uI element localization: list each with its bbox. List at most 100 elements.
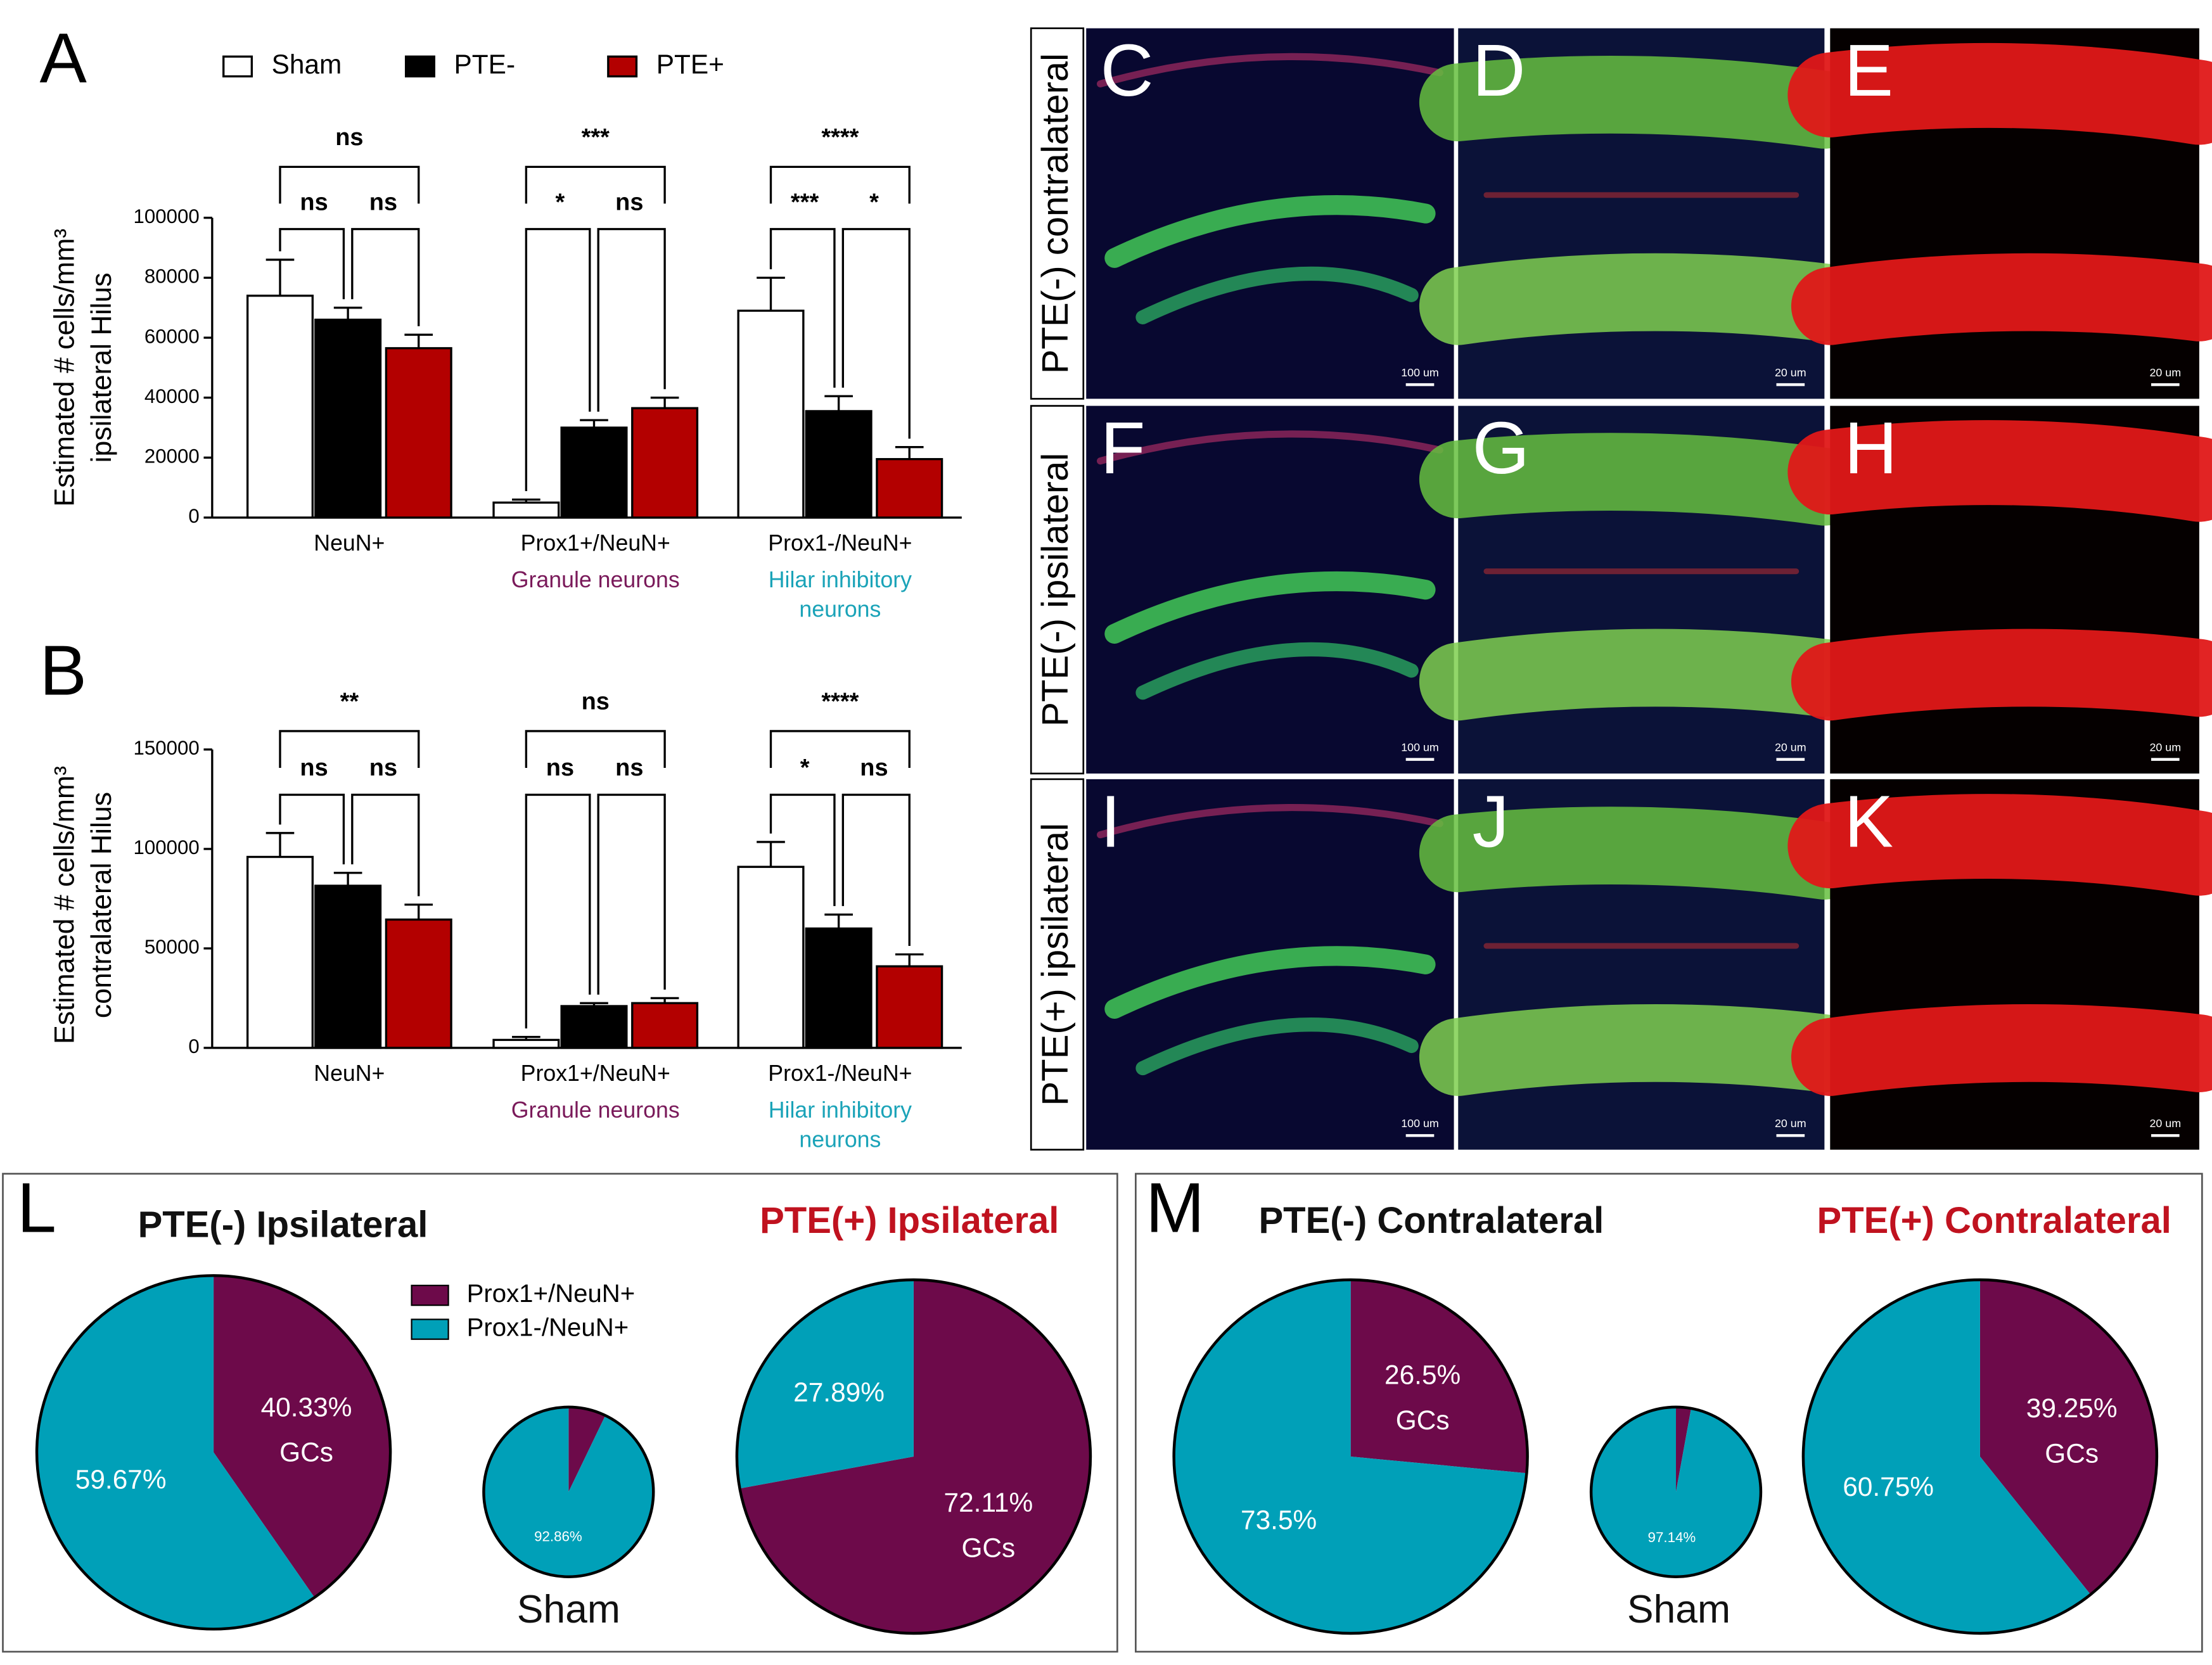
y-tick-label: 20000 — [144, 445, 200, 468]
panel-letter: A — [40, 18, 87, 98]
pie-slice — [483, 1407, 654, 1577]
bar — [560, 1005, 628, 1049]
significance-bracket — [525, 730, 666, 768]
cell-layer — [1419, 628, 1864, 721]
panel-letter: D — [1473, 29, 1526, 112]
panel-letter: G — [1473, 407, 1530, 489]
significance-bracket — [841, 793, 911, 946]
legend-swatch — [404, 55, 435, 78]
x-tick-label: NeuN+ — [314, 1061, 385, 1086]
row-label-box — [1030, 778, 1085, 1151]
cell-layer — [1787, 42, 2212, 145]
pie-slice — [1803, 1279, 2091, 1634]
y-tick-label: 0 — [188, 1035, 199, 1057]
cell-layer — [1096, 430, 1443, 465]
panel-letter: H — [1844, 407, 1898, 489]
scale-label: 100 um — [1401, 1117, 1439, 1130]
scale-label: 20 um — [1775, 741, 1806, 753]
pie-slice — [739, 1279, 1090, 1634]
panel-letter: E — [1844, 29, 1893, 112]
value-label: 27.89% — [793, 1377, 885, 1407]
cell-layer — [1096, 804, 1443, 839]
significance-bracket — [279, 227, 345, 300]
micrograph — [1787, 405, 2212, 774]
cell-layer — [1104, 946, 1436, 1019]
pie-slice — [1173, 1279, 1527, 1634]
y-tick-label: 150000 — [134, 737, 200, 759]
category-note: Granule neurons — [511, 1097, 680, 1123]
pie-title: Sham — [1627, 1587, 1730, 1631]
panel-letter: L — [17, 1168, 56, 1247]
significance-label: ns — [615, 189, 643, 215]
value-label: 59.67% — [75, 1464, 167, 1494]
significance-bracket — [769, 793, 836, 907]
cell-layer — [1791, 628, 2212, 721]
legend-swatch — [222, 55, 253, 78]
cell-layer — [1419, 253, 1864, 345]
micrograph — [1086, 405, 1454, 774]
significance-label: *** — [791, 189, 819, 215]
pie-slice — [1979, 1279, 2157, 1595]
pie-title: PTE(-) Ipsilateral — [138, 1204, 428, 1246]
legend-swatch — [607, 55, 638, 78]
bar — [560, 426, 628, 519]
value-label: 97.14% — [1648, 1529, 1696, 1545]
pie-title: PTE(+) Ipsilateral — [760, 1200, 1059, 1241]
significance-label: ns — [300, 755, 328, 781]
pie-title: PTE(-) Contralateral — [1258, 1200, 1604, 1241]
bar — [385, 918, 452, 1049]
bar — [314, 318, 382, 519]
pie-slice — [568, 1407, 606, 1492]
panel-letter: B — [40, 630, 87, 710]
x-tick-label: Prox1-/NeuN+ — [768, 1061, 912, 1086]
significance-label: **** — [821, 688, 859, 715]
micrograph — [1419, 28, 1864, 399]
significance-bracket — [351, 227, 420, 326]
x-tick-label: Prox1+/NeuN+ — [521, 530, 670, 556]
significance-label: ns — [369, 189, 397, 215]
value-label: 40.33% — [261, 1392, 352, 1422]
scale-label: 100 um — [1401, 366, 1439, 379]
significance-bracket — [279, 165, 420, 204]
pie-outline — [1172, 1278, 1529, 1635]
row-label-box — [1030, 405, 1085, 775]
micrograph — [1419, 779, 1864, 1150]
panel-frame — [1135, 1173, 2203, 1653]
micrograph — [1086, 28, 1454, 399]
value-label: 92.86% — [534, 1529, 582, 1545]
pie-slice — [1350, 1279, 1528, 1474]
cell-layer — [1787, 794, 2212, 896]
cell-layer — [1135, 1018, 1419, 1076]
significance-label: * — [800, 755, 810, 781]
pie-title: Sham — [517, 1587, 620, 1631]
category-note: neurons — [799, 597, 881, 622]
row-label-box — [1030, 27, 1085, 400]
y-axis-label: contralateral Hilus — [86, 792, 117, 1018]
cell-layer — [1787, 420, 2212, 522]
x-tick-label: NeuN+ — [314, 530, 385, 556]
pie-outline — [482, 1405, 655, 1578]
significance-bracket — [279, 793, 345, 865]
micrograph — [1419, 405, 1864, 774]
row-label: PTE(-) ipsilateral — [1035, 453, 1076, 727]
significance-label: ns — [860, 755, 888, 781]
cell-layer — [1104, 571, 1436, 644]
significance-bracket — [351, 793, 420, 896]
cell-layer — [1104, 195, 1436, 268]
row-label: PTE(-) contralateral — [1035, 53, 1076, 374]
category-note: Hilar inhibitory — [769, 567, 912, 592]
y-tick-label: 0 — [188, 505, 199, 527]
micrograph — [1787, 779, 2212, 1150]
panel-frame — [2, 1173, 1118, 1653]
value-label: 73.5% — [1241, 1505, 1317, 1534]
scale-label: 20 um — [2149, 366, 2181, 379]
x-tick-label: Prox1-/NeuN+ — [768, 530, 912, 556]
panel-letter: M — [1146, 1168, 1205, 1247]
slice-note: GCs — [279, 1438, 333, 1467]
y-axis-label: Estimated # cells/mm³ — [49, 229, 80, 507]
significance-label: **** — [821, 124, 859, 151]
y-tick-label: 40000 — [144, 385, 200, 407]
significance-label: ns — [335, 124, 363, 151]
legend-label: Prox1+/NeuN+ — [467, 1279, 636, 1308]
